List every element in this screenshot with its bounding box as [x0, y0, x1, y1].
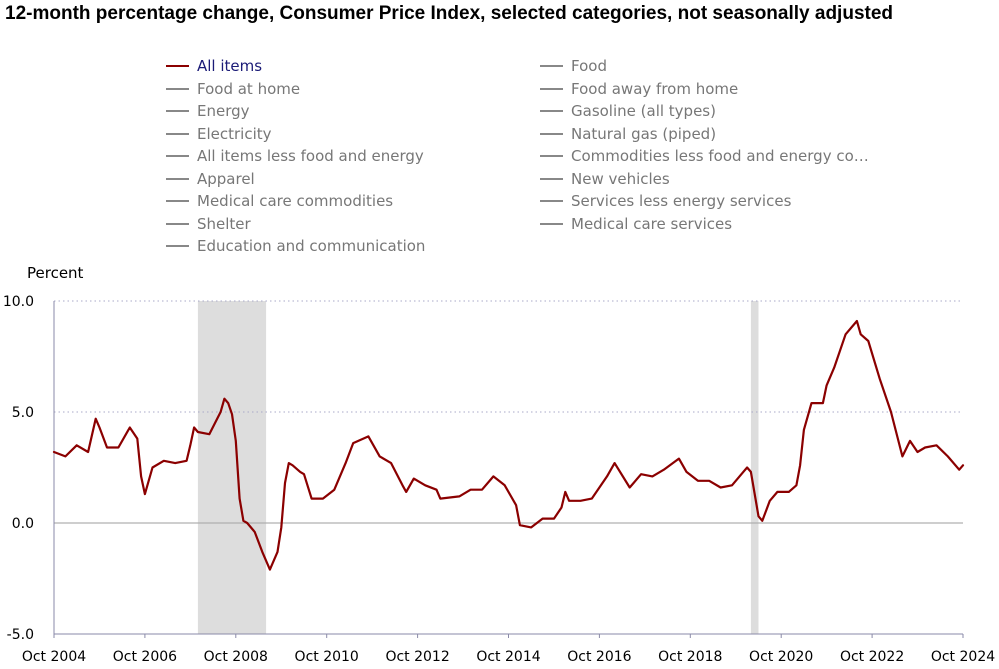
y-tick-label: 5.0 — [12, 405, 34, 421]
legend-item[interactable]: Medical care commodities — [166, 190, 393, 212]
recession-shading-layer — [197, 301, 759, 634]
legend-item[interactable]: Medical care services — [540, 213, 732, 235]
x-tick-label: Oct 2018 — [658, 649, 722, 665]
legend-swatch — [540, 177, 563, 180]
legend-item[interactable]: Electricity — [166, 123, 272, 145]
legend-item[interactable]: Food at home — [166, 78, 300, 100]
y-tick-label: -5.0 — [7, 627, 34, 643]
y-tick-label: 10.0 — [3, 294, 34, 310]
legend-item[interactable]: Food away from home — [540, 78, 738, 100]
legend-item[interactable]: Energy — [166, 100, 250, 122]
legend-swatch — [540, 132, 563, 135]
grid-layer — [54, 300, 963, 413]
y-tick-label: 0.0 — [12, 516, 34, 532]
x-tick-label: Oct 2024 — [931, 649, 995, 665]
legend-swatch — [166, 65, 189, 67]
axis-layer — [53, 301, 964, 638]
legend-item[interactable]: Education and communication — [166, 235, 425, 257]
legend-item[interactable]: Gasoline (all types) — [540, 100, 716, 122]
chart-title: 12-month percentage change, Consumer Pri… — [5, 3, 894, 24]
x-tick-label: Oct 2010 — [295, 649, 359, 665]
legend-swatch — [166, 87, 189, 90]
legend-swatch — [540, 87, 563, 90]
legend-item[interactable]: Services less energy services — [540, 190, 791, 212]
x-tick-label: Oct 2016 — [567, 649, 631, 665]
legend-swatch — [166, 200, 189, 202]
legend-item[interactable]: Shelter — [166, 213, 251, 235]
x-tick-label: Oct 2020 — [749, 649, 813, 665]
legend-item[interactable]: Commodities less food and energy com… — [540, 145, 871, 167]
legend-item[interactable]: Food — [540, 55, 607, 77]
series-layer — [52, 319, 965, 571]
legend-item[interactable]: Apparel — [166, 168, 255, 190]
legend-swatch — [166, 132, 189, 135]
legend-swatch — [540, 110, 563, 112]
legend-swatch — [166, 110, 189, 112]
x-tick-label: Oct 2022 — [840, 649, 904, 665]
legend-item[interactable]: Natural gas (piped) — [540, 123, 716, 145]
chart-legend: All items Food Food at home Food away from … — [166, 55, 946, 260]
x-tick-label: Oct 2006 — [113, 649, 177, 665]
legend-swatch — [166, 245, 189, 247]
tick-label-layer: -5.0 0.0 5.0 10.0 Oct 2004 Oct 2006 Oct 2008 Oc… — [3, 294, 995, 665]
x-tick-label: Oct 2014 — [476, 649, 540, 665]
legend-item[interactable]: All items — [166, 55, 262, 77]
x-tick-label: Oct 2004 — [22, 649, 86, 665]
legend-swatch — [166, 222, 189, 225]
legend-item[interactable]: New vehicles — [540, 168, 670, 190]
y-axis-label: Percent — [27, 264, 84, 282]
x-tick-label: Oct 2012 — [385, 649, 449, 665]
series-line — [52, 319, 965, 571]
legend-swatch — [540, 155, 563, 157]
legend-item[interactable]: All items less food and energy — [166, 145, 424, 167]
recession-band — [197, 301, 267, 634]
legend-swatch — [540, 65, 563, 67]
recession-band — [750, 301, 759, 634]
x-tick-label: Oct 2008 — [204, 649, 268, 665]
legend-swatch — [166, 155, 189, 157]
legend-swatch — [540, 200, 563, 202]
legend-swatch — [166, 177, 189, 180]
legend-swatch — [540, 222, 563, 225]
